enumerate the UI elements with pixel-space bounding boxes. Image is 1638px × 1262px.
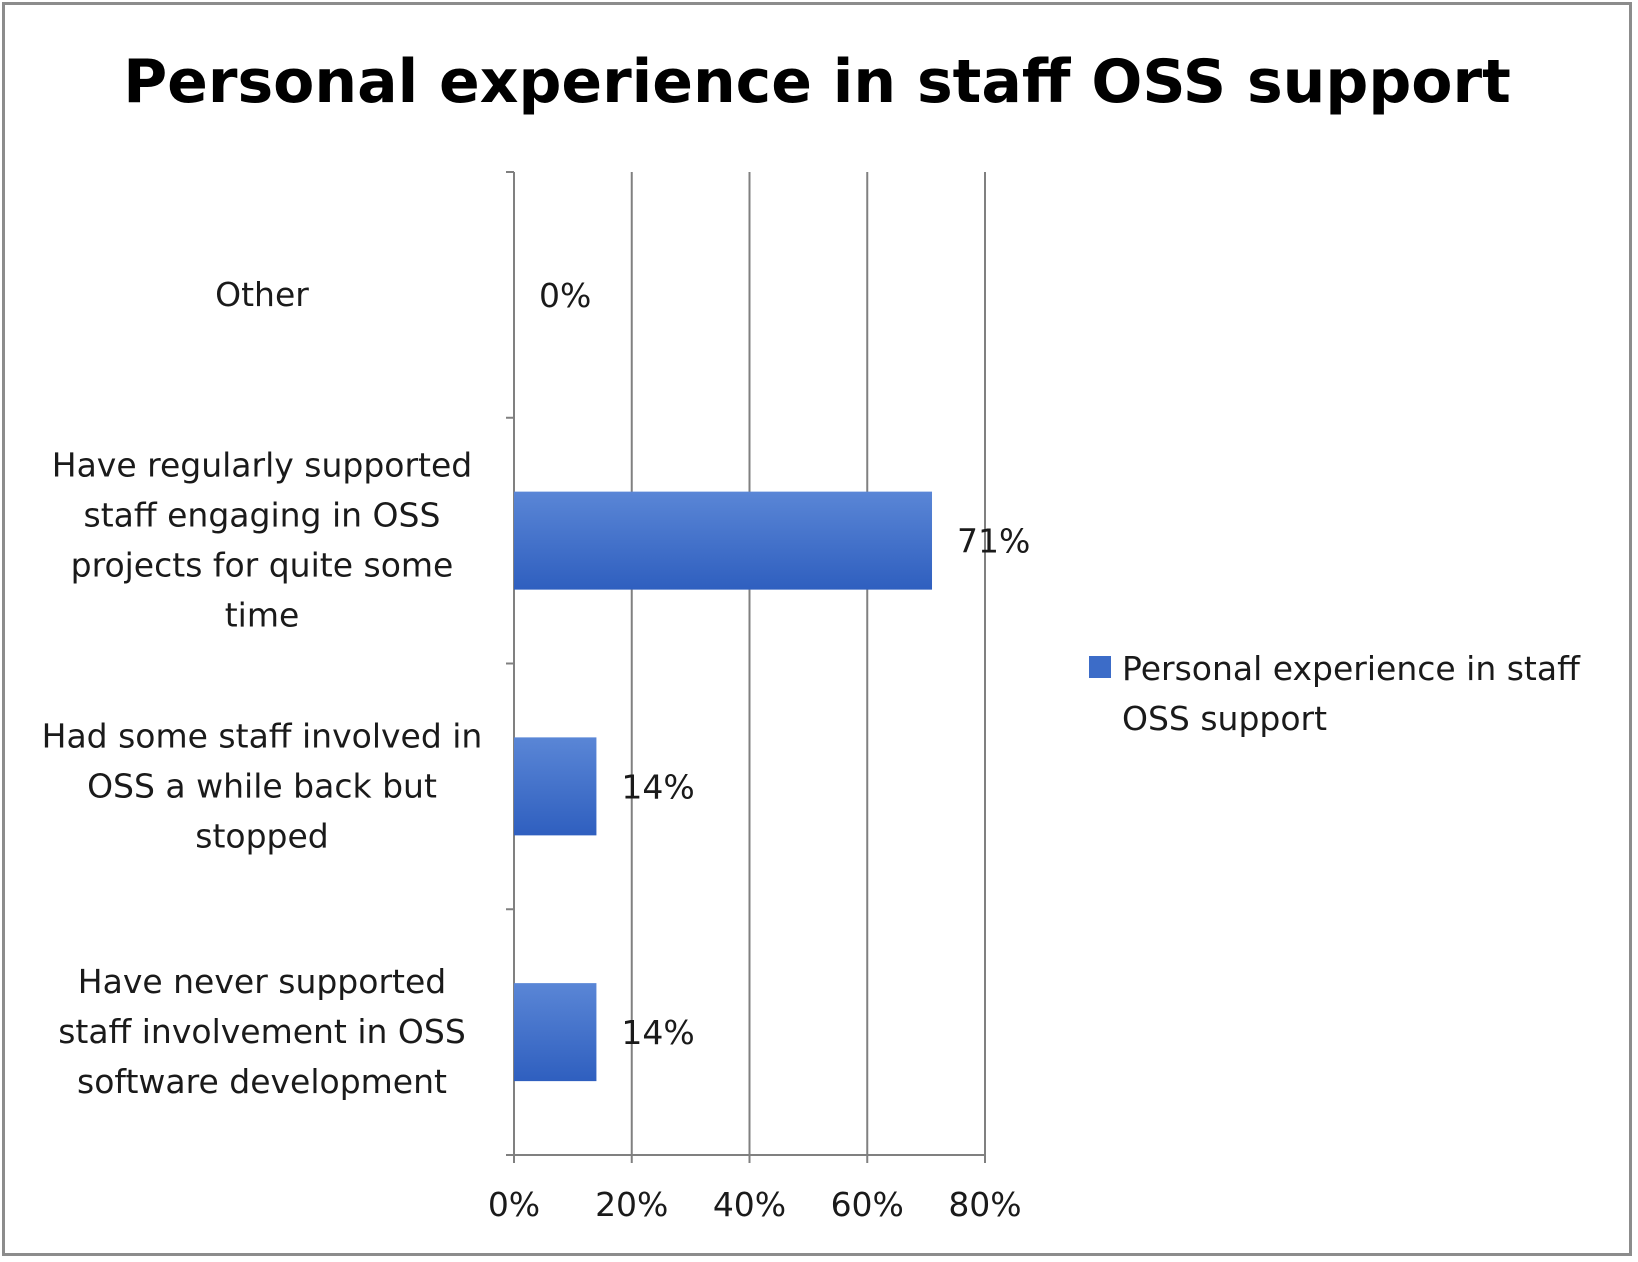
x-tick-label: 60% [831, 1185, 904, 1224]
data-label: 14% [621, 767, 694, 806]
category-label: Have never supported staff involvement in… [58, 962, 466, 1101]
data-label: 0% [539, 276, 591, 315]
gridlines [630, 172, 986, 1155]
x-tick-label: 80% [948, 1185, 1021, 1224]
bars [514, 491, 933, 1082]
category-label: Other [215, 275, 309, 314]
data-label: 71% [957, 522, 1030, 561]
bar [514, 983, 597, 1082]
x-tick-label: 40% [713, 1185, 786, 1224]
legend-entry: Personal experience in staff OSS support [1122, 649, 1581, 738]
x-tick-label: 0% [488, 1185, 540, 1224]
x-tick-label: 20% [595, 1185, 668, 1224]
category-label: Had some staff involved in OSS a while ba… [42, 716, 483, 855]
data-label: 14% [621, 1013, 694, 1052]
legend-swatch [1089, 656, 1111, 678]
category-label: Have regularly supported staff engaging i… [52, 446, 472, 635]
chart-title: Personal experience in staff OSS support [123, 47, 1511, 117]
legend: Personal experience in staff OSS support [1089, 649, 1581, 738]
labels: 0% 20% 40% 60% 80% 0% Other 71% Have regularly s… [42, 275, 1031, 1224]
bar [514, 737, 597, 836]
bar [514, 491, 933, 590]
